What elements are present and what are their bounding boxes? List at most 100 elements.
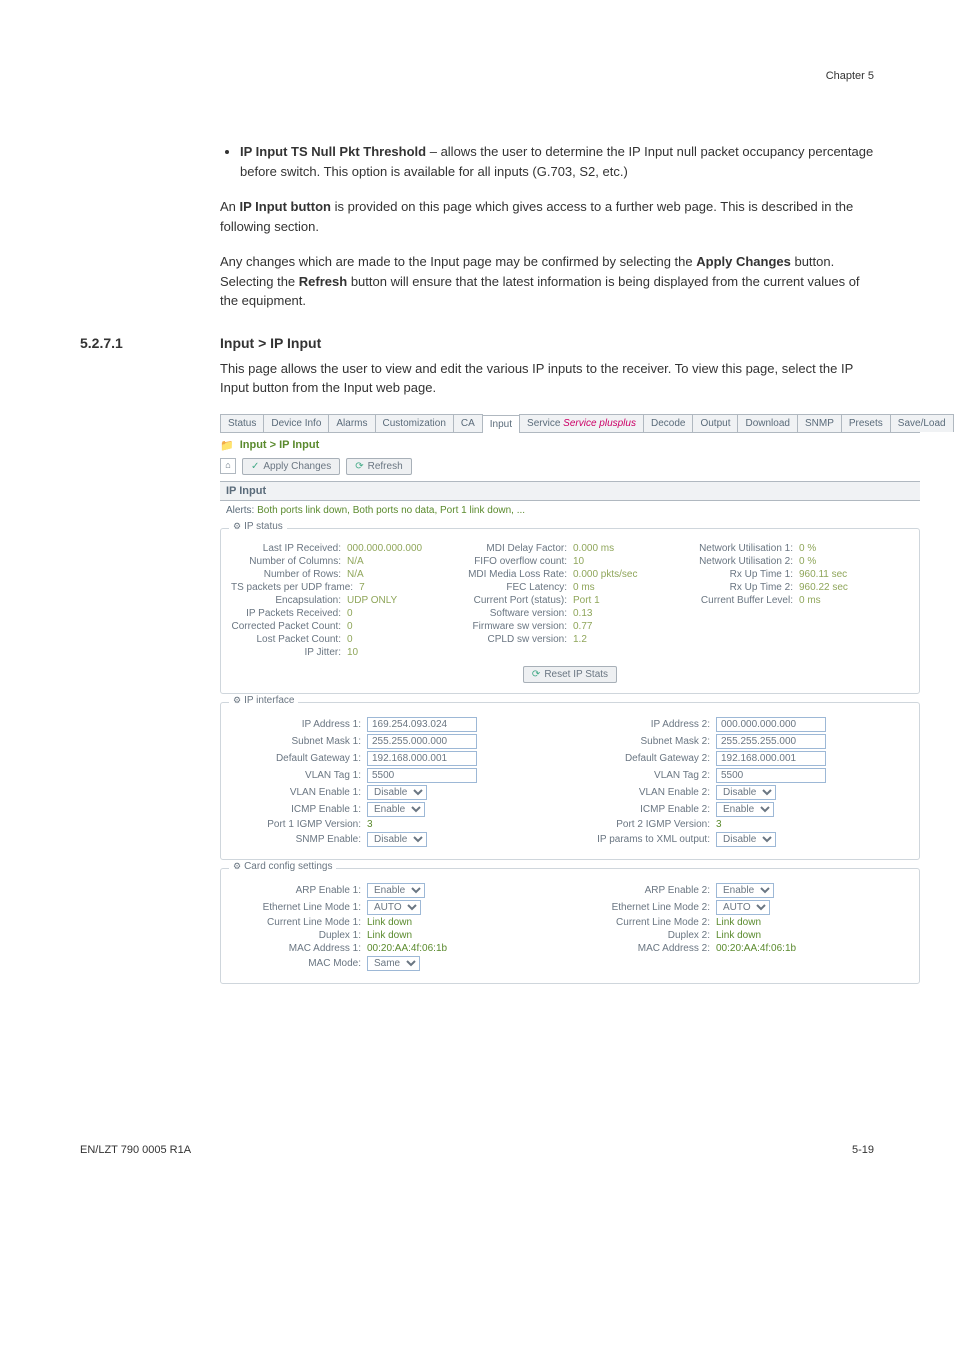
tab-alarms[interactable]: Alarms — [328, 414, 375, 432]
para-2d: Refresh — [299, 274, 347, 289]
ip-interface-group: IP interface IP Address 1: Subnet Mask 1… — [220, 702, 920, 860]
lbl-gw1: Default Gateway 1: — [231, 753, 367, 764]
gateway-2-input[interactable] — [716, 751, 826, 766]
ip-interface-legend: IP interface — [244, 695, 294, 706]
v-port: Port 1 — [573, 595, 683, 606]
k-port: Current Port (status): — [457, 595, 573, 606]
lbl-ig2: Port 2 IGMP Version: — [580, 819, 716, 830]
snmp-enable-select[interactable]: Disable — [367, 832, 427, 847]
bullet-item: IP Input TS Null Pkt Threshold – allows … — [240, 142, 874, 181]
alerts-text: Both ports link down, Both ports no data… — [257, 505, 525, 516]
k-rx2: Rx Up Time 2: — [683, 582, 799, 593]
cog-icon — [233, 861, 241, 872]
k-nu1: Network Utilisation 1: — [683, 543, 799, 554]
vlan-tag-1-input[interactable] — [367, 768, 477, 783]
tab-ca[interactable]: CA — [453, 414, 483, 432]
tab-status[interactable]: Status — [220, 414, 264, 432]
lbl-macmode: MAC Mode: — [231, 958, 367, 969]
tab-decode[interactable]: Decode — [643, 414, 693, 432]
tab-snmp[interactable]: SNMP — [797, 414, 842, 432]
home-icon[interactable]: ⌂ — [220, 458, 236, 474]
lbl-elm1: Ethernet Line Mode 1: — [231, 902, 367, 913]
k-last-ip: Last IP Received: — [231, 543, 347, 554]
lbl-sm2: Subnet Mask 2: — [580, 736, 716, 747]
vlan-enable-1-select[interactable]: Disable — [367, 785, 427, 800]
tab-device-info[interactable]: Device Info — [263, 414, 329, 432]
v-sw: 0.13 — [573, 608, 683, 619]
section-title: Input > IP Input — [220, 335, 321, 351]
lbl-sn: SNMP Enable: — [231, 834, 367, 845]
ip-status-legend: IP status — [244, 521, 283, 532]
lbl-mac2: MAC Address 2: — [580, 943, 716, 954]
apply-label: Apply Changes — [263, 461, 331, 472]
lbl-elm2: Ethernet Line Mode 2: — [580, 902, 716, 913]
icmp-enable-1-select[interactable]: Enable — [367, 802, 425, 817]
refresh-button[interactable]: Refresh — [346, 458, 411, 475]
tab-input[interactable]: Input — [482, 415, 520, 433]
lbl-mac1: MAC Address 1: — [231, 943, 367, 954]
v-corr: 0 — [347, 621, 457, 632]
lbl-arp1: ARP Enable 1: — [231, 885, 367, 896]
v-mdi-l: 0.000 pkts/sec — [573, 569, 683, 580]
eth-mode-2-select[interactable]: AUTO — [716, 900, 770, 915]
footer-left: EN/LZT 790 0005 R1A — [80, 1144, 191, 1156]
tab-save-load[interactable]: Save/Load — [890, 414, 954, 432]
lbl-gw2: Default Gateway 2: — [580, 753, 716, 764]
k-cpld: CPLD sw version: — [457, 634, 573, 645]
k-sw: Software version: — [457, 608, 573, 619]
lbl-ic2: ICMP Enable 2: — [580, 804, 716, 815]
tab-customization[interactable]: Customization — [375, 414, 454, 432]
v-lost: 0 — [347, 634, 457, 645]
tab-service-plus-label: Service plus — [563, 418, 617, 429]
k-num-rows: Number of Rows: — [231, 569, 347, 580]
v-fw: 0.77 — [573, 621, 683, 632]
para-2: Any changes which are made to the Input … — [220, 252, 874, 311]
arp-enable-2-select[interactable]: Enable — [716, 883, 774, 898]
ip-status-group: IP status Last IP Received:000.000.000.0… — [220, 528, 920, 694]
v-nu2: 0 % — [799, 556, 909, 567]
para-1a: An — [220, 199, 240, 214]
refresh-icon — [355, 461, 363, 472]
k-jitter: IP Jitter: — [231, 647, 347, 658]
tab-download[interactable]: Download — [737, 414, 797, 432]
vlan-enable-2-select[interactable]: Disable — [716, 785, 776, 800]
tab-output[interactable]: Output — [692, 414, 738, 432]
v-ig2: 3 — [716, 819, 722, 830]
lbl-dup1: Duplex 1: — [231, 930, 367, 941]
subnet-mask-1-input[interactable] — [367, 734, 477, 749]
v-cpld: 1.2 — [573, 634, 683, 645]
reset-ip-stats-button[interactable]: Reset IP Stats — [523, 666, 617, 683]
lbl-arp2: ARP Enable 2: — [580, 885, 716, 896]
mac-mode-select[interactable]: Same — [367, 956, 420, 971]
arp-enable-1-select[interactable]: Enable — [367, 883, 425, 898]
lbl-sm1: Subnet Mask 1: — [231, 736, 367, 747]
v-fec: 0 ms — [573, 582, 683, 593]
service-text: Service — [527, 418, 563, 429]
alerts-row: Alerts: Both ports link down, Both ports… — [220, 501, 920, 520]
subnet-mask-2-input[interactable] — [716, 734, 826, 749]
lbl-ip1: IP Address 1: — [231, 719, 367, 730]
v-fifo: 10 — [573, 556, 683, 567]
ip-address-2-input[interactable] — [716, 717, 826, 732]
v-num-cols: N/A — [347, 556, 457, 567]
icmp-enable-2-select[interactable]: Enable — [716, 802, 774, 817]
eth-mode-1-select[interactable]: AUTO — [367, 900, 421, 915]
ip-address-1-input[interactable] — [367, 717, 477, 732]
tab-service-plus[interactable]: Service Service plusplus — [519, 414, 644, 432]
xml-output-select[interactable]: Disable — [716, 832, 776, 847]
k-lost: Lost Packet Count: — [231, 634, 347, 645]
tab-presets[interactable]: Presets — [841, 414, 891, 432]
v-clm1: Link down — [367, 917, 412, 928]
v-dup1: Link down — [367, 930, 412, 941]
apply-changes-button[interactable]: Apply Changes — [242, 458, 340, 475]
lbl-clm2: Current Line Mode 2: — [580, 917, 716, 928]
k-rx1: Rx Up Time 1: — [683, 569, 799, 580]
refresh-label: Refresh — [368, 461, 403, 472]
reset-icon — [532, 669, 540, 680]
k-num-cols: Number of Columns: — [231, 556, 347, 567]
gateway-1-input[interactable] — [367, 751, 477, 766]
v-mac2: 00:20:AA:4f:06:1b — [716, 943, 796, 954]
vlan-tag-2-input[interactable] — [716, 768, 826, 783]
k-fec: FEC Latency: — [457, 582, 573, 593]
cog-icon — [233, 695, 241, 706]
